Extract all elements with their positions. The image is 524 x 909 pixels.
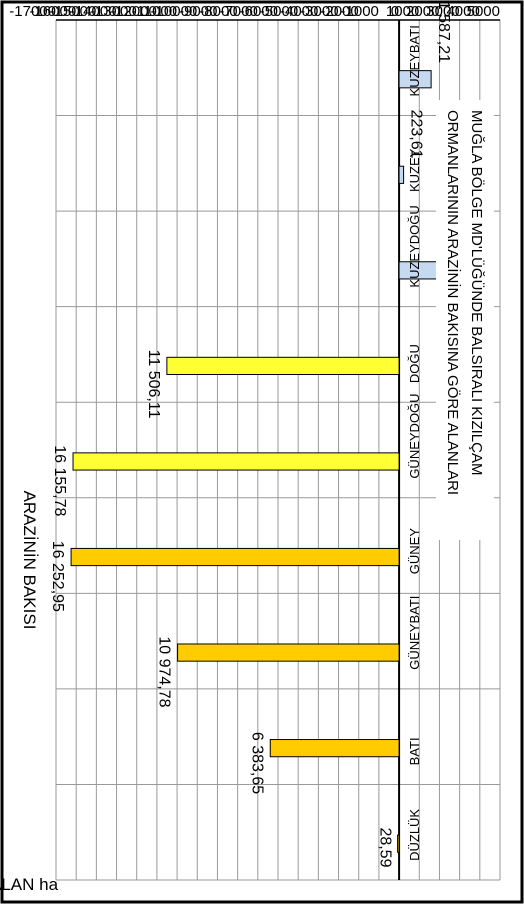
category-label: BATI	[407, 737, 422, 765]
y-tick-label: -6000	[240, 3, 278, 20]
y-tick-label: -16000	[29, 3, 76, 20]
value-label: 223,61	[408, 110, 425, 159]
y-tick-label: 1000	[386, 3, 419, 20]
y-tick-label: -5000	[260, 3, 298, 20]
y-tick-label: -10000	[151, 3, 198, 20]
category-label: KUZEYDOĞU	[407, 205, 422, 287]
category-label: GÜNEYDOĞU	[407, 393, 422, 478]
value-label: 28,59	[377, 827, 394, 867]
y-tick-label: -4000	[280, 3, 318, 20]
bar	[70, 547, 400, 567]
bar	[166, 356, 400, 376]
value-label: 6 383,65	[248, 732, 265, 794]
chart-title-line-2: ORMANLARININ ARAZİNİN BAKISINA GÖRE ALAN…	[444, 110, 462, 495]
value-label: 16 252,95	[49, 541, 66, 612]
category-label: DOĞU	[407, 344, 422, 383]
y-tick-label: -7000	[219, 3, 257, 20]
y-tick-label: 0	[391, 3, 399, 20]
value-label: 11 506,11	[145, 350, 162, 419]
y-axis-label: ALAN ha	[0, 875, 59, 894]
value-label: 10 974,78	[156, 636, 173, 707]
y-tick-label: -3000	[300, 3, 338, 20]
category-label: DÜZLÜK	[407, 809, 422, 861]
category-labels: KUZEYBATI KUZEY KUZEYDOĞU DOĞU GÜNEYDOĞU GÜNE…	[407, 25, 422, 861]
title-box	[436, 100, 494, 540]
bar	[269, 739, 400, 758]
y-tick-label: -12000	[110, 3, 157, 20]
y-tick-label: -8000	[199, 3, 237, 20]
chart-title-line-1: MUĞLA BÖLGE MD'LÜĞÜNDE BALSIRALI KIZILÇA…	[468, 110, 486, 475]
category-label: KUZEYBATI	[407, 25, 422, 96]
y-tick-label: -13000	[90, 3, 137, 20]
y-tick-label: -11000	[131, 3, 177, 20]
bar	[398, 70, 432, 89]
y-tick-label: -9000	[179, 3, 217, 20]
y-tick-label: 2000	[406, 3, 439, 20]
x-axis-label: ARAZİNİN BAKISI	[20, 491, 39, 630]
bar	[398, 165, 405, 184]
bar	[72, 452, 400, 471]
y-tick-label: 4000	[446, 3, 479, 20]
value-label: 16 155,78	[51, 445, 68, 516]
y-tick-label: 3000	[426, 3, 459, 20]
y-tick-label: -2000	[320, 3, 358, 20]
category-label: GÜNEY	[407, 528, 422, 575]
bar	[177, 643, 400, 662]
y-tick-label: -17000	[9, 3, 56, 20]
y-tick-label: -1000	[341, 3, 379, 20]
y-tick-label: -15000	[50, 3, 97, 20]
value-label: 1 587,21	[435, 1, 452, 63]
category-label: GÜNEYBATI	[407, 596, 422, 670]
gridlines	[55, 19, 501, 881]
category-label: KUZEY	[407, 148, 422, 192]
bar	[397, 834, 400, 853]
y-tick-label: -14000	[70, 3, 117, 20]
y-tick-label: 5000	[467, 3, 500, 20]
